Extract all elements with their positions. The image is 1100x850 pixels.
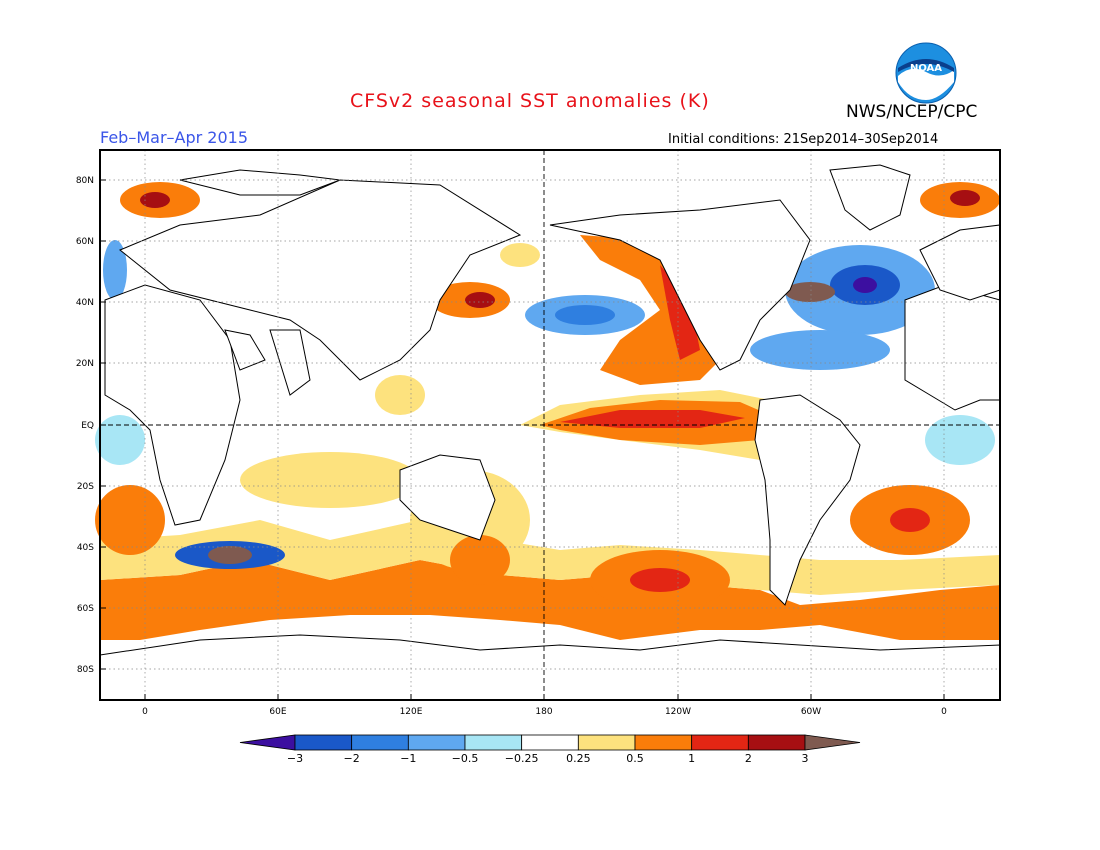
- forecast-period: Feb–Mar–Apr 2015: [100, 128, 248, 147]
- greenland: [829, 164, 911, 231]
- nordic-seas-hot-east: [950, 190, 980, 206]
- lon-label: 60W: [801, 707, 821, 717]
- lon-label: 120E: [400, 707, 423, 717]
- lat-label: 40N: [76, 298, 94, 308]
- eurasia: [119, 179, 522, 381]
- colorbar-swatch: [634, 734, 693, 751]
- colorbar-swatch: [464, 734, 523, 751]
- colorbar-min-arrow: [239, 734, 296, 751]
- arabia: [224, 329, 266, 371]
- colorbar-label: 0.5: [626, 752, 644, 765]
- south-america: [754, 394, 861, 606]
- nordic-seas-hot: [140, 192, 170, 208]
- continents: [99, 164, 1001, 701]
- maritime-continent-mild: [375, 375, 425, 415]
- colorbar: −3 −2 −1 −0.5 −0.25 0.25 0.5 1 2 3: [239, 734, 861, 765]
- australia: [399, 454, 496, 541]
- lon-label: 120W: [665, 707, 691, 717]
- southern-ocean-warm: [100, 560, 1000, 640]
- north-pacific-colder: [555, 305, 615, 325]
- colorbar-label: 0.25: [566, 752, 591, 765]
- organization-label: NWS/NCEP/CPC: [846, 102, 978, 122]
- subtropical-atlantic-cool: [750, 330, 890, 370]
- kuroshio-hot: [465, 292, 495, 308]
- gulf-of-guinea-cool: [95, 415, 145, 465]
- lat-label: 40S: [77, 543, 94, 553]
- colorbar-swatch: [351, 734, 409, 751]
- south-pacific-hot: [630, 568, 690, 592]
- lat-label: 80N: [76, 176, 94, 186]
- indian-ocean-mild: [240, 452, 420, 508]
- lat-label: 80S: [77, 665, 94, 675]
- north-america: [549, 199, 811, 371]
- logo-text: NOAA: [910, 63, 942, 74]
- lon-label: 180: [535, 707, 552, 717]
- axis-ticks: [100, 179, 945, 700]
- map-title: CFSv2 seasonal SST anomalies (K): [350, 90, 710, 112]
- africa-west: [104, 284, 241, 526]
- colorbar-label: −3: [287, 752, 303, 765]
- california-coast-hot: [660, 265, 700, 360]
- colorbar-swatch: [521, 734, 579, 751]
- lat-label: 60N: [76, 237, 94, 247]
- south-atlantic-hot: [890, 508, 930, 532]
- south-indian-extreme: [208, 546, 252, 564]
- colorbar-swatch: [747, 734, 806, 751]
- tasman-warm: [450, 535, 510, 585]
- colorbar-label: −0.5: [452, 752, 479, 765]
- colorbar-label: −0.25: [505, 752, 539, 765]
- colorbar-swatch: [407, 734, 466, 751]
- noaa-logo: NOAA: [895, 42, 957, 104]
- latitude-labels: 80N 60N 40N 20N EQ 20S 40S 60S 80S: [76, 176, 94, 675]
- lon-label: 60E: [269, 707, 286, 717]
- east-atlantic-cool: [103, 240, 127, 300]
- tropical-atlantic-cool: [925, 415, 995, 465]
- equatorial-pacific-hot: [560, 410, 745, 428]
- colorbar-swatch: [294, 734, 353, 751]
- colorbar-max-arrow: [804, 734, 861, 751]
- colorbar-label: 3: [802, 752, 809, 765]
- bering-mild: [500, 243, 540, 267]
- lat-label: 20S: [77, 482, 94, 492]
- colorbar-label: −1: [400, 752, 416, 765]
- lon-label: 0: [941, 707, 947, 717]
- colorbar-label: −2: [344, 752, 360, 765]
- lat-label: 20N: [76, 359, 94, 369]
- colorbar-swatch: [577, 734, 636, 751]
- lat-label: 60S: [77, 604, 94, 614]
- south-atlantic-warm: [95, 485, 165, 555]
- lat-label: EQ: [81, 421, 94, 431]
- lon-label: 0: [142, 707, 148, 717]
- initial-conditions: Initial conditions: 21Sep2014–30Sep2014: [668, 132, 939, 147]
- north-atlantic-coldest: [853, 277, 877, 293]
- gulf-stream-extreme: [785, 282, 835, 302]
- india: [269, 329, 311, 396]
- colorbar-label: 2: [745, 752, 752, 765]
- colorbar-label: 1: [688, 752, 695, 765]
- colorbar-swatch: [691, 734, 749, 751]
- longitude-labels: 0 60E 120E 180 120W 60W 0: [142, 707, 947, 717]
